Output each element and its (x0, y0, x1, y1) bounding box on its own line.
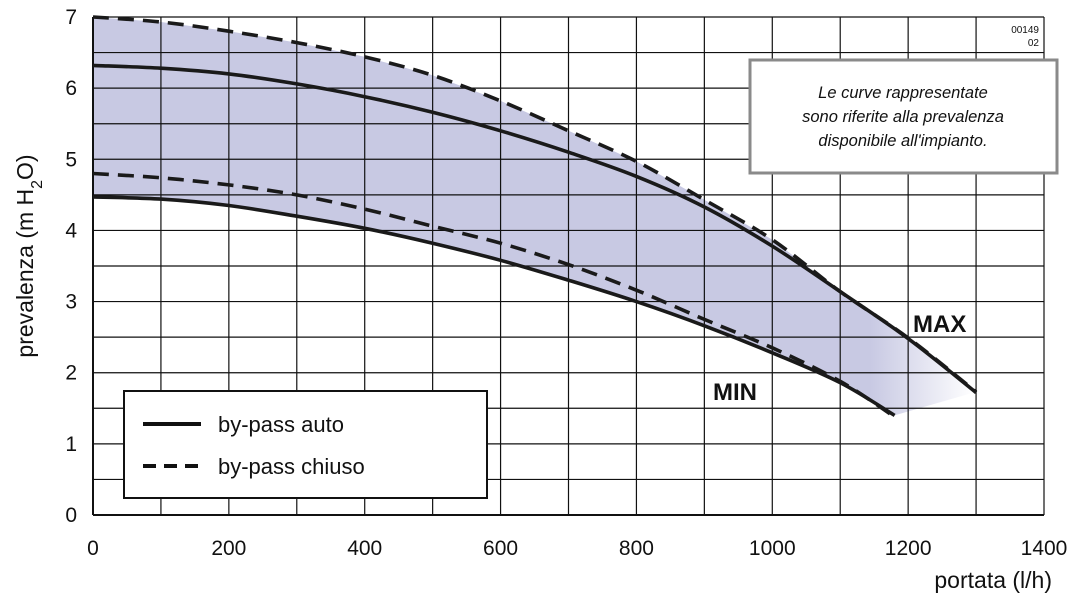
operating-range-fill (93, 17, 977, 416)
note-line-1: Le curve rappresentate (818, 84, 988, 102)
axis-ticks: 0 200 400 600 800 1000 1200 1400 0 1 2 3 4 5 6 7 (65, 6, 1067, 560)
series-group (92, 15, 978, 419)
legend-label-bypass-chiuso: by-pass chiuso (218, 454, 365, 479)
y-tick-label: 4 (65, 219, 77, 242)
legend-label-bypass-auto: by-pass auto (218, 412, 344, 437)
series-max-dashed (92, 15, 978, 394)
note-line-3: disponibile all'impianto. (818, 132, 987, 150)
legend: by-pass auto by-pass chiuso (123, 390, 488, 499)
x-axis-label: portata (l/h) (934, 567, 1052, 593)
figure-code-line-2: 02 (1028, 38, 1040, 49)
x-tick-label: 1400 (1021, 537, 1068, 560)
legend-box (123, 390, 488, 499)
max-curve-label: MAX (913, 311, 966, 338)
figure-code-line-1: 00149 (1011, 25, 1039, 36)
y-tick-label: 2 (65, 362, 77, 385)
y-tick-label: 5 (65, 148, 77, 171)
x-tick-label: 1200 (885, 537, 932, 560)
y-tick-label: 3 (65, 291, 77, 314)
x-tick-label: 800 (619, 537, 654, 560)
note-box: Le curve rappresentate sono riferite all… (748, 58, 1059, 175)
y-tick-label: 6 (65, 77, 77, 100)
figure-code: 00149 02 (1011, 25, 1039, 49)
y-axis-label: prevalenza (m H2O) (12, 154, 46, 357)
x-tick-label: 1000 (749, 537, 796, 560)
min-curve-label: MIN (713, 379, 757, 406)
x-tick-label: 200 (211, 537, 246, 560)
series-min-dashed (92, 171, 896, 419)
x-tick-label: 0 (87, 537, 99, 560)
series-min-solid (92, 195, 896, 417)
note-border (748, 58, 1059, 175)
y-tick-label: 7 (65, 6, 77, 29)
y-tick-label: 1 (65, 433, 77, 456)
x-axis-title: portata (l/h) (934, 567, 1052, 593)
note-line-2: sono riferite alla prevalenza (802, 108, 1004, 126)
y-tick-label: 0 (65, 504, 77, 527)
x-tick-label: 600 (483, 537, 518, 560)
x-tick-label: 400 (347, 537, 382, 560)
y-axis-title: prevalenza (m H2O) (12, 154, 46, 357)
